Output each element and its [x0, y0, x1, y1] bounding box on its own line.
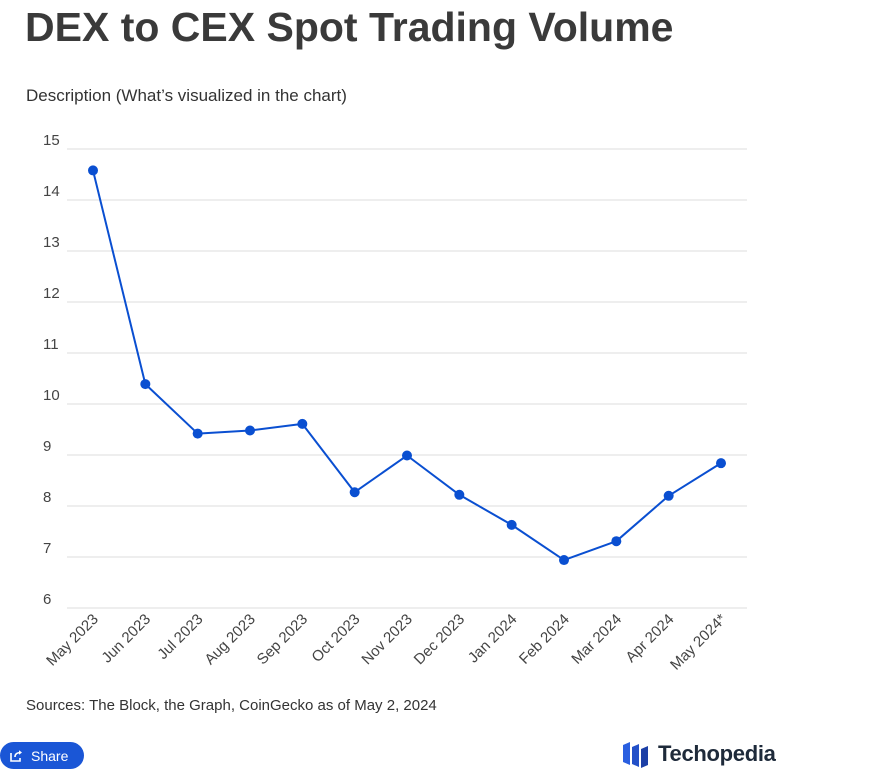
- y-tick-label: 7: [43, 540, 51, 557]
- x-tick-label: Dec 2023: [411, 611, 468, 668]
- data-point[interactable]: [506, 519, 517, 530]
- x-tick-label: Aug 2023: [201, 611, 258, 668]
- x-tick-label: Feb 2024: [516, 611, 573, 668]
- share-icon: [10, 750, 22, 762]
- data-point[interactable]: [402, 450, 412, 461]
- x-tick-label: May 2023: [43, 611, 102, 670]
- y-axis-ticks: 6 7 8 9 10 11 12 13 14 15: [43, 132, 60, 608]
- series-line: [92, 170, 722, 562]
- chart-subtitle: Description (What’s visualized in the ch…: [26, 86, 347, 105]
- data-point[interactable]: [454, 489, 465, 500]
- x-tick-label: May 2024*: [667, 611, 730, 674]
- data-point[interactable]: [716, 458, 726, 469]
- x-tick-label: Oct 2023: [308, 611, 363, 666]
- data-point[interactable]: [663, 490, 674, 501]
- y-tick-label: 13: [43, 234, 60, 251]
- x-tick-label: Mar 2024: [568, 611, 625, 668]
- techopedia-logo-icon: [623, 742, 648, 768]
- data-point[interactable]: [297, 418, 308, 429]
- data-point[interactable]: [245, 425, 255, 436]
- x-tick-label: Sep 2023: [254, 611, 311, 668]
- y-tick-label: 8: [43, 489, 51, 506]
- data-point[interactable]: [611, 536, 622, 547]
- brand-name: Techopedia: [658, 741, 776, 766]
- share-button[interactable]: Share: [0, 742, 84, 769]
- x-tick-label: Apr 2024: [622, 611, 677, 666]
- data-point[interactable]: [192, 428, 203, 439]
- brand[interactable]: Techopedia: [621, 738, 776, 770]
- x-tick-label: Nov 2023: [358, 611, 415, 668]
- y-tick-label: 6: [43, 591, 51, 608]
- y-tick-label: 12: [43, 285, 60, 302]
- series-line-path: [92, 170, 722, 562]
- data-point[interactable]: [349, 487, 360, 498]
- data-point[interactable]: [559, 555, 569, 566]
- x-tick-label: Jun 2023: [98, 611, 154, 667]
- y-tick-label: 14: [43, 183, 60, 200]
- share-label: Share: [31, 747, 69, 764]
- y-tick-label: 11: [43, 336, 59, 353]
- y-tick-label: 9: [43, 438, 51, 455]
- grid-lines: [67, 148, 747, 609]
- data-point[interactable]: [88, 165, 98, 176]
- x-tick-label: Jul 2023: [154, 611, 206, 663]
- series-points: [88, 165, 726, 566]
- y-tick-label: 10: [43, 387, 60, 404]
- source-note: Sources: The Block, the Graph, CoinGecko…: [26, 697, 437, 714]
- data-point[interactable]: [140, 379, 151, 390]
- chart-title: DEX to CEX Spot Trading Volume: [25, 4, 674, 50]
- x-tick-label: Jan 2024: [465, 611, 521, 667]
- y-tick-label: 15: [43, 132, 60, 149]
